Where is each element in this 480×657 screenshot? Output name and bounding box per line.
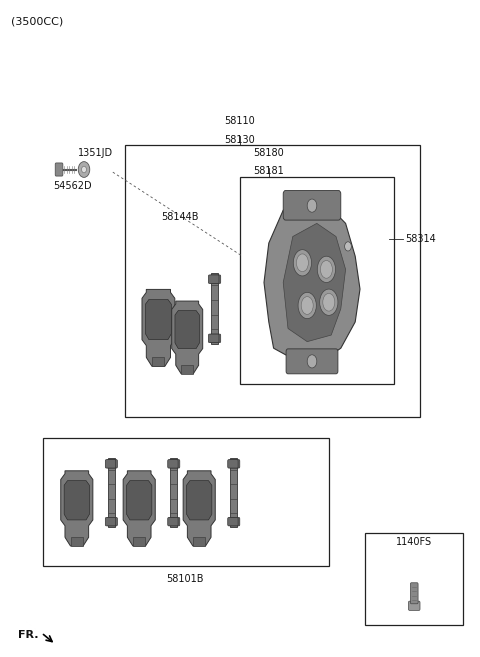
Text: 54562D: 54562D [53,181,91,191]
Ellipse shape [298,292,316,319]
Circle shape [78,162,90,177]
Circle shape [307,199,317,212]
FancyBboxPatch shape [410,583,418,604]
Ellipse shape [317,256,336,283]
FancyBboxPatch shape [230,458,237,528]
FancyBboxPatch shape [170,458,177,528]
FancyBboxPatch shape [107,518,118,526]
FancyBboxPatch shape [208,334,219,343]
Ellipse shape [293,250,312,276]
PathPatch shape [142,289,175,367]
FancyBboxPatch shape [107,460,118,468]
FancyBboxPatch shape [169,460,180,468]
Bar [43,438,329,566]
Text: (3500CC): (3500CC) [11,16,63,26]
Circle shape [82,166,86,173]
FancyBboxPatch shape [286,349,338,374]
FancyBboxPatch shape [210,275,221,284]
Text: 58180: 58180 [253,148,284,158]
FancyBboxPatch shape [283,191,341,220]
Text: 58101B: 58101B [166,574,204,583]
Bar [71,537,83,546]
Bar [193,537,205,546]
FancyBboxPatch shape [228,460,238,468]
FancyBboxPatch shape [229,460,240,468]
PathPatch shape [187,481,212,520]
Bar [181,365,193,374]
Text: 1351JD: 1351JD [78,148,113,158]
FancyBboxPatch shape [105,460,116,468]
FancyBboxPatch shape [408,601,420,610]
Bar [133,537,145,546]
PathPatch shape [127,481,152,520]
PathPatch shape [123,471,155,546]
Bar [365,533,463,625]
Text: 58130: 58130 [225,135,255,145]
PathPatch shape [183,471,215,546]
Ellipse shape [320,289,338,315]
FancyBboxPatch shape [211,273,218,344]
Ellipse shape [321,260,333,279]
PathPatch shape [172,301,203,374]
Bar [240,177,394,384]
FancyBboxPatch shape [108,458,115,528]
FancyBboxPatch shape [168,518,178,526]
PathPatch shape [61,471,93,546]
Text: 58110: 58110 [225,116,255,126]
Text: 58314: 58314 [406,234,436,244]
PathPatch shape [283,223,346,342]
FancyBboxPatch shape [55,163,63,176]
FancyBboxPatch shape [168,460,178,468]
Circle shape [307,355,317,368]
Ellipse shape [301,297,313,315]
Bar [125,145,420,417]
FancyBboxPatch shape [229,518,240,526]
PathPatch shape [264,197,360,361]
Circle shape [345,242,351,251]
Ellipse shape [296,254,308,272]
FancyBboxPatch shape [105,518,116,526]
PathPatch shape [175,311,200,348]
FancyBboxPatch shape [210,334,221,343]
Text: FR.: FR. [18,629,39,640]
FancyBboxPatch shape [169,518,180,526]
PathPatch shape [64,481,89,520]
Text: 1140FS: 1140FS [396,537,432,547]
FancyBboxPatch shape [228,518,238,526]
Text: 58181: 58181 [253,166,284,175]
FancyBboxPatch shape [208,275,219,284]
Ellipse shape [323,293,335,311]
Text: 58144B: 58144B [161,212,198,222]
PathPatch shape [145,300,171,340]
Bar [152,357,165,367]
